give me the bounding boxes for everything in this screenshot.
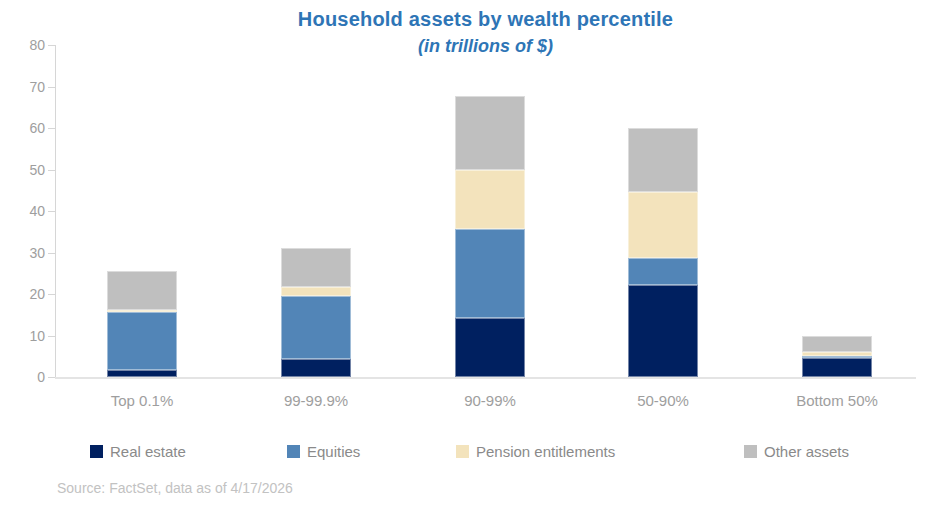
legend-item-real-estate: Real estate [90,443,186,460]
bar-segment-99-99-9-equities [281,296,351,358]
bar-segment-50-90-pension-entitlements [628,192,698,259]
legend-swatch-equities [287,445,300,458]
legend-label-other-assets: Other assets [764,443,849,460]
category-label-99-99-9: 99-99.9% [229,392,403,409]
bar-segment-50-90-real-estate [628,285,698,377]
y-tick-mark-20 [48,294,55,295]
legend-swatch-real-estate [90,445,103,458]
category-label-top-0-1: Top 0.1% [55,392,229,409]
legend-label-equities: Equities [307,443,360,460]
y-tick-label-80: 80 [13,37,45,53]
chart-title: Household assets by wealth percentile [55,8,916,31]
bar-segment-50-90-equities [628,258,698,285]
legend-label-pension-entitlements: Pension entitlements [476,443,615,460]
y-tick-mark-40 [48,211,55,212]
bar-segment-90-99-real-estate [455,318,525,377]
y-tick-mark-50 [48,170,55,171]
y-tick-label-40: 40 [13,203,45,219]
bar-segment-99-99-9-other-assets [281,248,351,286]
bar-segment-90-99-other-assets [455,96,525,170]
category-label-90-99: 90-99% [403,392,577,409]
category-label-50-90: 50-90% [576,392,750,409]
y-tick-label-30: 30 [13,245,45,261]
legend-item-other-assets: Other assets [744,443,849,460]
bar-segment-top-0-1-equities [107,312,177,370]
bar-bottom-50 [802,336,872,378]
bar-segment-bottom-50-real-estate [802,358,872,377]
bar-99-99-9 [281,248,351,377]
y-tick-mark-30 [48,253,55,254]
bar-segment-50-90-other-assets [628,128,698,191]
bar-segment-99-99-9-pension-entitlements [281,287,351,297]
chart-subtitle: (in trillions of $) [55,36,916,57]
bar-segment-90-99-equities [455,229,525,318]
bar-90-99 [455,96,525,377]
source-note: Source: FactSet, data as of 4/17/2026 [57,480,293,496]
legend-swatch-pension-entitlements [456,445,469,458]
chart-figure: Household assets by wealth percentile (i… [0,0,936,507]
category-label-bottom-50: Bottom 50% [750,392,924,409]
bar-50-90 [628,128,698,377]
legend-label-real-estate: Real estate [110,443,186,460]
y-tick-label-10: 10 [13,328,45,344]
y-tick-label-20: 20 [13,286,45,302]
bar-segment-bottom-50-other-assets [802,336,872,352]
legend-swatch-other-assets [744,445,757,458]
bar-segment-top-0-1-real-estate [107,370,177,377]
bar-top-0-1 [107,271,177,377]
bar-segment-top-0-1-other-assets [107,271,177,310]
y-tick-label-0: 0 [13,369,45,385]
y-tick-mark-80 [48,45,55,46]
legend-item-pension-entitlements: Pension entitlements [456,443,615,460]
y-tick-mark-10 [48,336,55,337]
y-axis-line [55,45,56,378]
x-axis-line [55,377,916,379]
y-tick-mark-60 [48,128,55,129]
y-tick-label-70: 70 [13,79,45,95]
y-tick-label-60: 60 [13,120,45,136]
y-tick-mark-0 [48,377,55,378]
bar-segment-99-99-9-real-estate [281,359,351,377]
y-tick-mark-70 [48,87,55,88]
bar-segment-90-99-pension-entitlements [455,170,525,229]
legend-item-equities: Equities [287,443,360,460]
y-tick-label-50: 50 [13,162,45,178]
